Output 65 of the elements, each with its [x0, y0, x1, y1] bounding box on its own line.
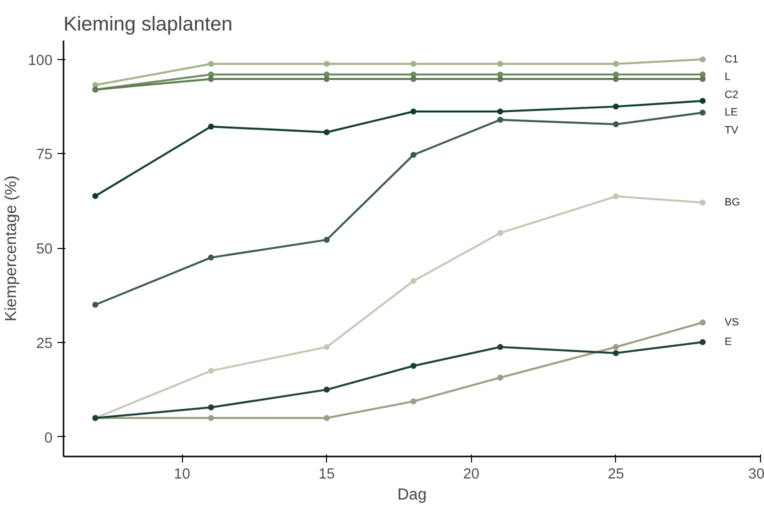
- y-tick-label: 0: [44, 430, 53, 446]
- point: [612, 193, 619, 200]
- series-label: BG: [724, 196, 740, 208]
- point: [324, 76, 330, 82]
- point: [208, 415, 214, 421]
- x-axis-title: Dag: [397, 486, 427, 504]
- point: [208, 76, 214, 82]
- point: [324, 344, 330, 350]
- point: [497, 108, 504, 114]
- point: [612, 350, 619, 356]
- point: [208, 60, 214, 67]
- series-label: LE: [724, 106, 738, 119]
- point: [497, 374, 504, 381]
- point: [208, 254, 214, 261]
- y-tick-label: 25: [36, 336, 53, 352]
- point: [612, 60, 619, 67]
- point: [612, 121, 619, 128]
- point: [410, 152, 416, 158]
- point: [410, 108, 416, 114]
- x-tick-label: 30: [748, 466, 764, 482]
- point: [497, 344, 504, 350]
- point: [612, 104, 619, 110]
- point: [324, 386, 330, 393]
- x-tick-label: 20: [463, 466, 480, 482]
- point: [700, 76, 706, 82]
- series-label: L: [724, 71, 731, 84]
- x-tick-label: 15: [318, 466, 335, 482]
- y-tick-label: 100: [28, 52, 53, 69]
- point: [700, 199, 706, 206]
- point: [700, 56, 706, 62]
- point: [208, 368, 214, 374]
- chart-title: Kieming slaplanten: [64, 14, 232, 36]
- text: C2: [724, 88, 738, 101]
- point: [208, 124, 214, 130]
- series-label: C1: [724, 53, 738, 66]
- point: [410, 76, 416, 82]
- point: [497, 116, 504, 123]
- point: [92, 193, 98, 200]
- point: [497, 76, 504, 82]
- point: [410, 278, 416, 284]
- point: [208, 404, 214, 410]
- point: [700, 98, 706, 104]
- series-label: VS: [724, 316, 739, 328]
- point: [324, 60, 330, 67]
- series-label: E: [724, 336, 732, 348]
- point: [410, 60, 416, 67]
- point: [700, 110, 706, 116]
- point: [700, 319, 706, 326]
- point: [410, 398, 416, 404]
- y-tick-label: 50: [36, 242, 53, 258]
- point: [324, 236, 330, 243]
- point: [324, 415, 330, 421]
- point: [324, 129, 330, 136]
- x-tick-label: 10: [174, 466, 190, 482]
- point: [700, 339, 706, 346]
- y-tick-label: 75: [36, 147, 53, 164]
- y-axis-title: Kiempercentage (%): [3, 176, 20, 322]
- point: [92, 302, 98, 308]
- point: [497, 60, 504, 67]
- x-tick-label: 25: [608, 466, 624, 482]
- point: [612, 76, 619, 82]
- point: [612, 344, 619, 350]
- text: TV: [724, 124, 740, 136]
- point: [410, 362, 416, 369]
- point: [497, 230, 504, 236]
